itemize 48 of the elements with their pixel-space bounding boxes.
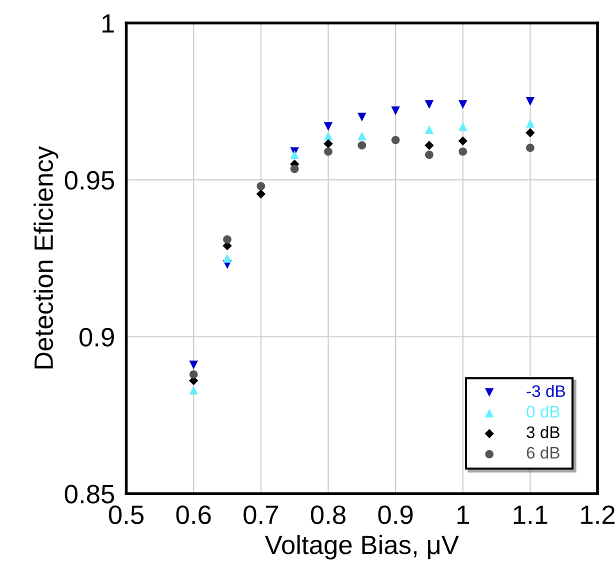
y-tick-label: 0.95 [64,170,114,190]
x-tick-label: 0.7 [244,505,278,524]
x-tick-label: 0.5 [108,505,144,524]
point [526,128,535,138]
point [256,189,266,199]
legend-label: 3 dB [526,426,560,438]
point [189,360,198,370]
x-tick-label: 1.1 [514,506,548,524]
legend-label: 0 dB [526,405,560,418]
y-tick-label: 0.9 [80,328,114,347]
point [222,254,232,263]
legend-label: -3 dB [526,384,565,398]
point [358,132,366,140]
x-tick-label: 1.2 [581,505,615,524]
point [424,140,434,150]
point [358,112,366,122]
point [526,118,535,128]
y-tick-label: 0.85 [64,484,114,504]
point [324,132,333,140]
point [324,122,333,131]
x-tick-label: 0.6 [176,505,211,524]
point [458,136,468,146]
legend-label: 6 dB [526,446,560,459]
point [324,139,333,148]
point [358,141,366,150]
x-tick-label: 0.8 [310,505,346,524]
point [425,150,434,159]
y-axis-title: Detection Eficiency [34,146,58,368]
point [526,144,534,152]
point [526,97,535,106]
x-tick-label: 0.9 [378,505,413,524]
point [256,182,266,190]
point [324,147,332,156]
point [458,147,468,156]
x-tick-label: 1 [458,506,469,524]
point [424,100,434,109]
point [290,164,299,174]
point [189,370,198,379]
point [458,122,468,131]
point [424,125,434,134]
point [391,106,400,116]
point [290,150,299,160]
x-axis-title: Voltage Bias, μV [264,534,459,560]
point [223,235,232,244]
y-tick-label: 1 [102,14,114,33]
point [189,386,198,394]
point [458,100,468,109]
point [391,136,400,144]
